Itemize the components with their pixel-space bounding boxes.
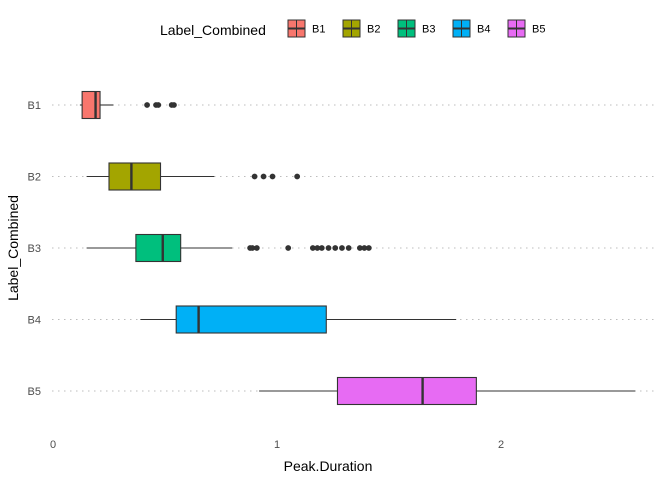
- y-tick-label-b3: B3: [28, 243, 41, 255]
- iqr-box-b5: [336, 376, 477, 406]
- outlier-b3-6: [318, 245, 325, 251]
- legend-item-b5: B5: [507, 19, 545, 38]
- legend: Label_Combined B1 B2 B3 B4 B5: [160, 19, 545, 38]
- outlier-b3-8: [332, 245, 339, 251]
- legend-label-b4: B4: [477, 24, 490, 36]
- outlier-b3-12: [361, 245, 368, 251]
- x-axis-ticks: 0 1 2: [50, 439, 504, 451]
- x-axis-title: Peak.Duration: [284, 458, 373, 474]
- box-b3: [86, 233, 372, 263]
- box-b4: [140, 305, 457, 334]
- legend-item-b2: B2: [342, 19, 380, 38]
- outlier-b3-9: [339, 245, 345, 251]
- outlier-b2-3: [294, 173, 301, 180]
- boxes: [79, 90, 636, 406]
- outlier-b3-10: [345, 245, 352, 251]
- legend-label-b3: B3: [422, 24, 435, 36]
- outlier-b3-2: [253, 245, 260, 251]
- box-b2: [86, 162, 301, 191]
- box-b1: [79, 90, 177, 120]
- legend-label-b5: B5: [532, 24, 545, 36]
- outlier-b3-5: [314, 245, 321, 251]
- outlier-b2-1: [260, 173, 267, 180]
- y-axis-ticks: B1 B2 B3 B4 B5: [28, 100, 41, 398]
- legend-item-b4: B4: [452, 19, 490, 38]
- legend-item-b3: B3: [397, 19, 435, 38]
- y-axis-title: Label_Combined: [5, 195, 21, 301]
- x-tick-label-1: 1: [274, 439, 280, 451]
- outlier-b3-3: [285, 245, 292, 251]
- iqr-box-b2: [108, 162, 162, 191]
- outlier-b3-4: [309, 245, 316, 251]
- legend-item-b1: B1: [287, 19, 325, 38]
- x-tick-label-2: 2: [498, 439, 504, 451]
- outlier-b3-11: [356, 245, 363, 251]
- outlier-b3-13: [365, 245, 372, 251]
- outlier-b3-7: [325, 245, 332, 251]
- outlier-b2-0: [251, 173, 258, 180]
- legend-label-b1: B1: [312, 24, 325, 36]
- box-b5: [259, 376, 636, 406]
- outlier-b1-0: [144, 102, 150, 108]
- x-tick-label-0: 0: [50, 439, 56, 451]
- outlier-b3-1: [249, 245, 256, 251]
- outlier-b2-2: [269, 173, 276, 180]
- y-tick-label-b1: B1: [28, 100, 41, 112]
- iqr-box-b3: [135, 233, 182, 263]
- iqr-box-b4: [175, 305, 327, 334]
- y-tick-label-b2: B2: [28, 172, 41, 184]
- outlier-b1-2: [155, 102, 162, 108]
- legend-title: Label_Combined: [160, 22, 266, 38]
- iqr-box-b1: [81, 90, 101, 120]
- legend-label-b2: B2: [367, 24, 380, 36]
- y-tick-label-b5: B5: [28, 386, 41, 398]
- y-tick-label-b4: B4: [28, 315, 41, 327]
- outlier-b1-4: [171, 102, 177, 108]
